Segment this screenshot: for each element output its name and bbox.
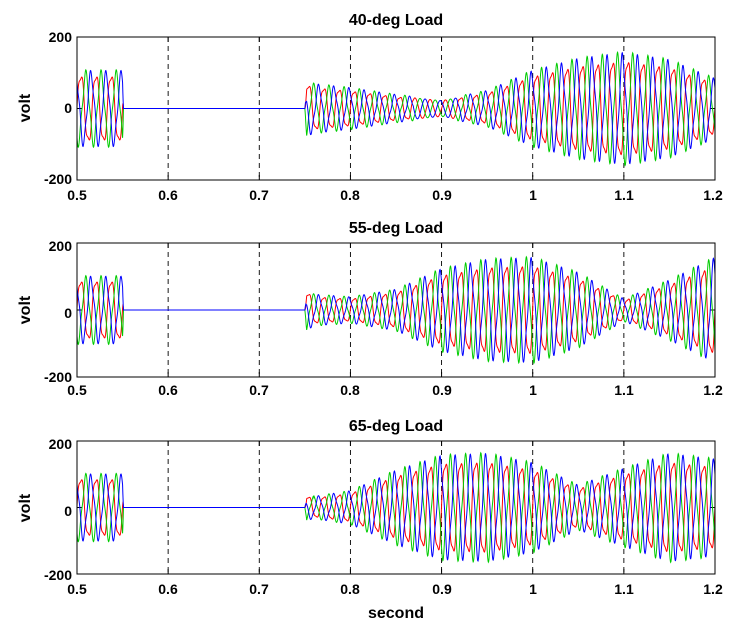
panel-2-xtick-0.6: 0.6 [158, 382, 178, 398]
panel-2-xtick-1.2: 1.2 [703, 382, 723, 398]
panel-3-title: 65-deg Load [349, 418, 443, 435]
panel-2-xtick-0.8: 0.8 [340, 382, 360, 398]
panel-3-xtick-0.6: 0.6 [158, 581, 178, 597]
panel-2-trace-phase-c [76, 256, 716, 363]
panel-2-xtick-0.9: 0.9 [432, 382, 452, 398]
panel-2-title: 55-deg Load [349, 220, 443, 237]
panel-3-xticks: 0.5 0.6 0.7 0.8 0.9 1 1.1 1.2 [67, 581, 723, 597]
panel-1-xtick-0.8: 0.8 [340, 187, 360, 203]
panel-2-xtick-0.7: 0.7 [249, 382, 269, 398]
panel-2-ytick-200: 200 [49, 238, 73, 254]
panel-2-xtick-1.1: 1.1 [614, 382, 634, 398]
panel-3-ytick-200: 200 [49, 436, 73, 452]
panel-2-xtick-0.5: 0.5 [67, 382, 87, 398]
panel-1-ytick-200: 200 [49, 29, 73, 45]
panel-1-ytick-0: 0 [64, 100, 72, 116]
panel-3-xtick-0.9: 0.9 [432, 581, 452, 597]
panel-3-ylabel: volt [17, 493, 34, 522]
panel-2-ytick-neg200: -200 [44, 369, 72, 385]
panel-3-frame [76, 440, 716, 575]
panel-2-xticks: 0.5 0.6 0.7 0.8 0.9 1 1.1 1.2 [67, 382, 723, 398]
panel-2-xtick-1: 1 [529, 382, 537, 398]
panel-3-xtick-1.1: 1.1 [614, 581, 634, 597]
panel-3-trace-phase-c [76, 452, 716, 562]
panel-3-ytick-neg200: -200 [44, 567, 72, 583]
panel-3-xtick-0.5: 0.5 [67, 581, 87, 597]
panel-3-xtick-1.2: 1.2 [703, 581, 723, 597]
panel-2-traces [76, 255, 716, 365]
panel-3-traces [76, 451, 716, 564]
panel-3-xtick-0.8: 0.8 [340, 581, 360, 597]
panel-1-xtick-0.6: 0.6 [158, 187, 178, 203]
panel-1-xtick-0.5: 0.5 [67, 187, 87, 203]
panel-3-xtick-0.7: 0.7 [249, 581, 269, 597]
panel-2-ylabel: volt [17, 295, 34, 324]
panel-1-frame [76, 36, 716, 181]
panel-1-xtick-0.7: 0.7 [249, 187, 269, 203]
panel-1-xticks: 0.5 0.6 0.7 0.8 0.9 1 1.1 1.2 [67, 187, 723, 203]
panel-2: 55-deg Load volt 200 0 -200 0.5 0.6 0.7 … [17, 220, 723, 398]
panel-1-title: 40-deg Load [349, 12, 443, 29]
panel-1-traces [76, 51, 716, 167]
panel-3-ytick-0: 0 [64, 503, 72, 519]
panel-1-trace-phase-c [76, 51, 716, 165]
panel-3: 65-deg Load volt 200 0 -200 0.5 0.6 0.7 … [17, 418, 723, 597]
panel-3-xtick-1: 1 [529, 581, 537, 597]
x-axis-label: second [368, 605, 424, 622]
panel-1-ytick-neg200: -200 [44, 171, 72, 187]
panel-1-ylabel: volt [17, 93, 34, 122]
panel-1-xtick-1.1: 1.1 [614, 187, 634, 203]
panel-1-xtick-1.2: 1.2 [703, 187, 723, 203]
panel-2-ytick-0: 0 [64, 305, 72, 321]
panel-2-frame [76, 242, 716, 378]
panel-1-xtick-0.9: 0.9 [432, 187, 452, 203]
panel-1-xtick-1: 1 [529, 187, 537, 203]
panel-1: 40-deg Load volt 200 0 -200 0.5 0.6 0.7 … [17, 12, 723, 203]
